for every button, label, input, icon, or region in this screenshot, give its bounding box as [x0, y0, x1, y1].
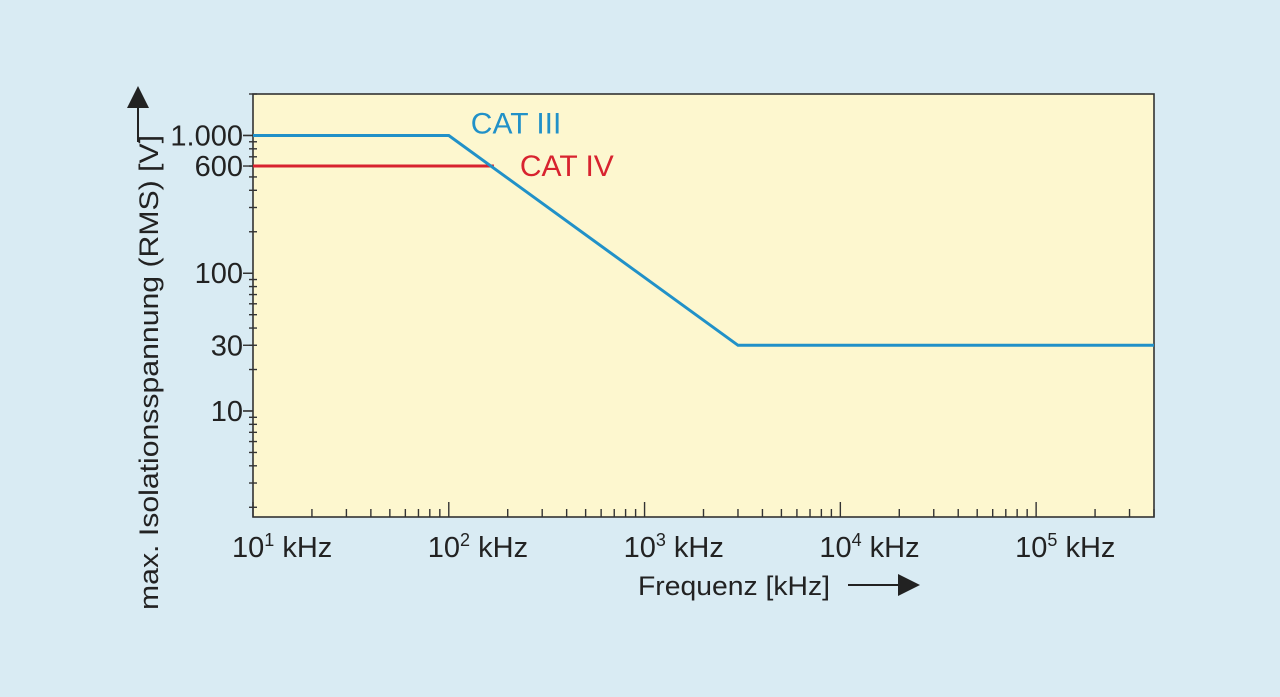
series-label-cat-iv: CAT IV — [520, 150, 614, 183]
x-axis-title-group: Frequenz [kHz] — [638, 571, 920, 601]
plot-area — [252, 93, 1155, 518]
y-tick-label: 30 — [211, 330, 243, 362]
series-line-cat-iii — [253, 134, 1154, 347]
series-label-cat-iii: CAT III — [471, 107, 562, 140]
y-axis-arrow-icon — [127, 86, 149, 108]
x-tick-label: 105 kHz — [1015, 530, 1115, 564]
y-axis-title-group: max. Isolationsspannung (RMS) [V] — [127, 86, 164, 610]
series-layer — [253, 134, 1154, 347]
y-tick-label: 100 — [195, 258, 243, 290]
y-tick-label: 1.000 — [170, 120, 243, 152]
y-tick-label: 600 — [195, 151, 243, 183]
x-axis-title: Frequenz [kHz] — [638, 571, 830, 601]
y-tick-label: 10 — [211, 396, 243, 428]
x-tick-label: 102 kHz — [428, 530, 528, 564]
x-axis-arrow-icon — [898, 574, 920, 596]
x-tick-label: 104 kHz — [819, 530, 919, 564]
x-tick-label: 103 kHz — [624, 530, 724, 564]
x-tick-label: 101 kHz — [232, 530, 332, 564]
y-axis-title: max. Isolationsspannung (RMS) [V] — [134, 135, 164, 610]
minor-ticks — [243, 93, 1155, 517]
